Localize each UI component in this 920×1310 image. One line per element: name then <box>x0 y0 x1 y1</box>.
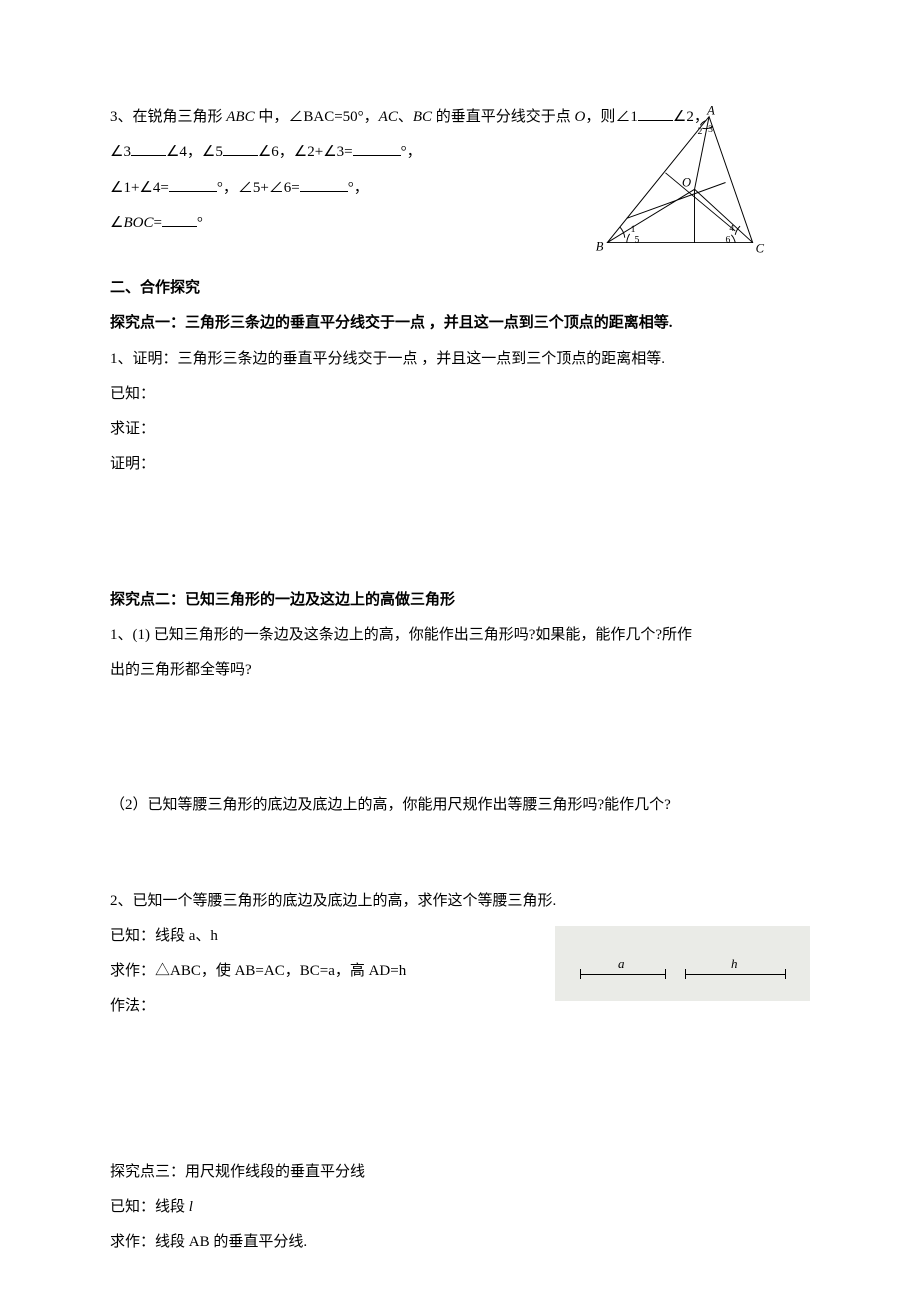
q3-abc: ABC <box>226 109 254 125</box>
triangle-diagram: A B C O 2 3 1 5 4 6 <box>590 105 770 260</box>
label-2: 2 <box>697 126 702 137</box>
q3-l2b: ∠4，∠5 <box>166 144 223 160</box>
label-C: C <box>756 241 765 255</box>
q3-l3c: °， <box>348 180 369 196</box>
q3-l3a: ∠1+∠4= <box>110 180 169 196</box>
p2-q1a: 1、(1) 已知三角形的一条边及这条边上的高，你能作出三角形吗?如果能，能作几个… <box>110 618 810 653</box>
blank-7 <box>162 226 197 227</box>
q3-l2c: ∠6，∠2+∠3= <box>258 144 353 160</box>
p3-construct: 求作：线段 AB 的垂直平分线. <box>110 1225 810 1260</box>
p3-known-pre: 已知：线段 <box>110 1199 189 1215</box>
segment-diagram: a h <box>555 926 810 1001</box>
label-5: 5 <box>634 235 639 246</box>
p2-q1b: 出的三角形都全等吗? <box>110 653 810 688</box>
label-B: B <box>596 239 604 253</box>
seg-a-label: a <box>618 956 625 972</box>
p1-prove: 求证： <box>110 412 810 447</box>
p2-q2: （2）已知等腰三角形的底边及底边上的高，你能用尺规作出等腰三角形吗?能作几个? <box>110 788 810 823</box>
label-1: 1 <box>631 224 636 235</box>
sec2-title: 二、合作探究 <box>110 271 810 306</box>
q3-l4c: ° <box>197 215 203 231</box>
p1-q1: 1、证明：三角形三条边的垂直平分线交于一点 ，并且这一点到三个顶点的距离相等. <box>110 342 810 377</box>
seg-h-label: h <box>731 956 738 972</box>
p1-title: 探究点一：三角形三条边的垂直平分线交于一点 ，并且这一点到三个顶点的距离相等. <box>110 306 810 341</box>
q3-l4b: = <box>153 215 161 231</box>
q3-l4a: ∠ <box>110 215 123 231</box>
blank-5 <box>169 191 217 192</box>
p3-known: 已知：线段 l <box>110 1190 810 1225</box>
label-O: O <box>682 175 691 189</box>
p1-proof: 证明： <box>110 447 810 482</box>
p3-l: l <box>189 1199 193 1215</box>
label-3: 3 <box>708 124 713 135</box>
label-4: 4 <box>729 223 734 234</box>
blank-4 <box>353 155 401 156</box>
q3-l3b: °，∠5+∠6= <box>217 180 300 196</box>
q3-l2a: ∠3 <box>110 144 131 160</box>
blank-6 <box>300 191 348 192</box>
q3-t1: 3、在锐角三角形 <box>110 109 226 125</box>
q3-bc: BC <box>413 109 432 125</box>
q3-t2: 中，∠BAC=50°， <box>255 109 379 125</box>
label-A: A <box>706 105 715 118</box>
q3-t3: 的垂直平分线交于点 <box>432 109 575 125</box>
q3-l2d: °， <box>401 144 422 160</box>
blank-3 <box>223 155 258 156</box>
q3-boc: BOC <box>123 215 153 231</box>
q3-o: O <box>575 109 586 125</box>
p3-title: 探究点三：用尺规作线段的垂直平分线 <box>110 1155 810 1190</box>
p2-q21: 2、已知一个等腰三角形的底边及底边上的高，求作这个等腰三角形. <box>110 884 810 919</box>
p2-title: 探究点二：已知三角形的一边及这边上的高做三角形 <box>110 583 810 618</box>
q3-ac: AC <box>379 109 398 125</box>
label-6: 6 <box>726 235 731 246</box>
q3-sep: 、 <box>398 109 413 125</box>
blank-2 <box>131 155 166 156</box>
p1-known: 已知： <box>110 377 810 412</box>
